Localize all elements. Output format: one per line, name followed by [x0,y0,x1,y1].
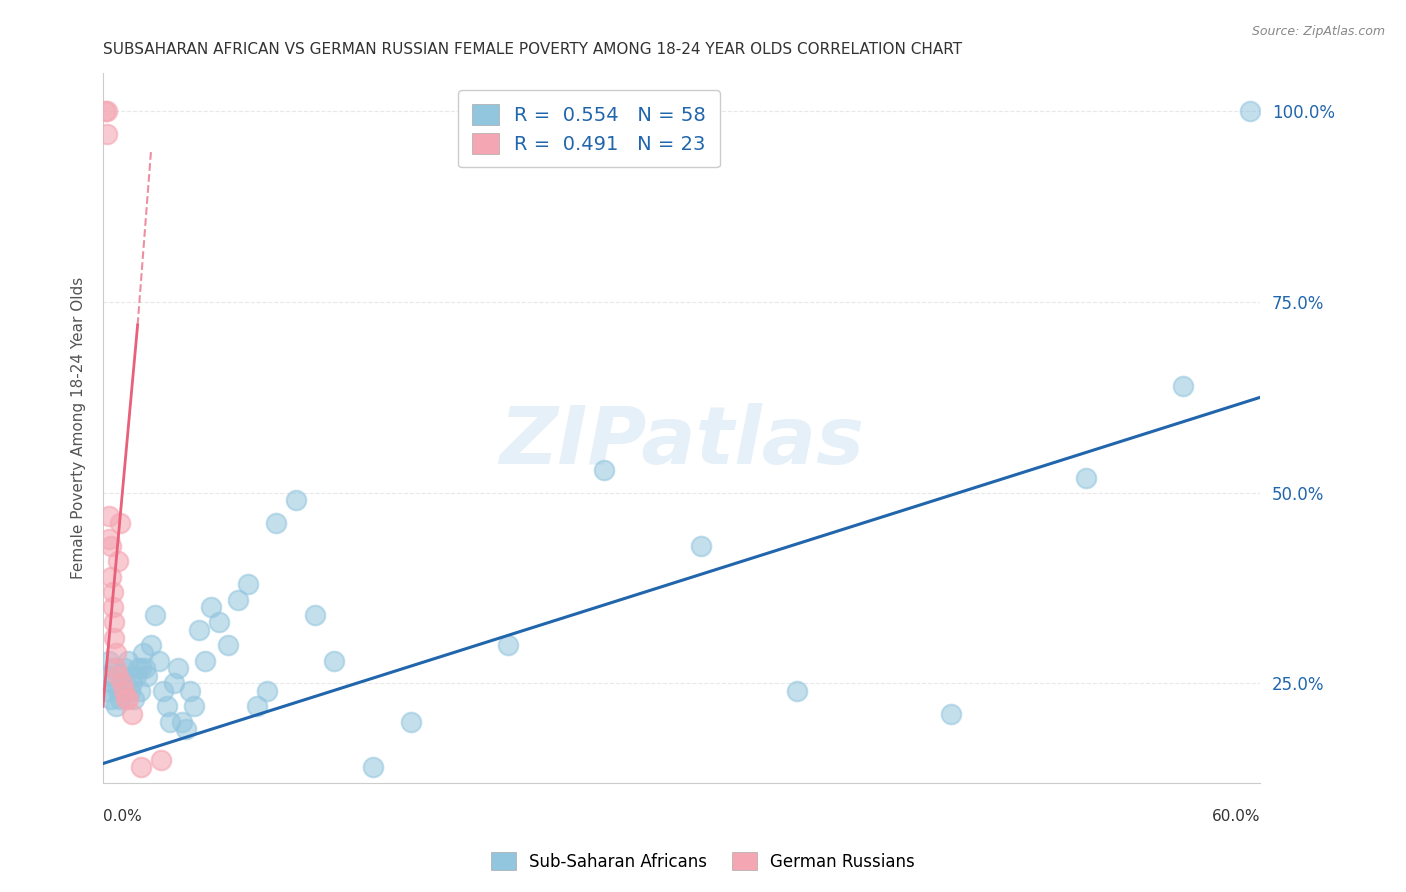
Point [94,684,117,698]
Point [107,669,129,683]
Point [136,669,159,683]
Point [226,592,249,607]
Point [94,104,117,119]
Point [125,669,148,683]
Point [139,638,162,652]
Point [112,661,135,675]
Point [111,676,134,690]
Point [941,706,963,721]
Point [689,539,711,553]
Point [1239,104,1261,119]
Point [105,699,128,714]
Point [284,493,307,508]
Point [148,654,170,668]
Point [103,615,125,630]
Point [174,723,197,737]
Point [100,691,122,706]
Point [96,127,118,141]
Point [107,554,129,568]
Legend: Sub-Saharan Africans, German Russians: Sub-Saharan Africans, German Russians [482,844,924,880]
Point [361,760,384,774]
Text: SUBSAHARAN AFRICAN VS GERMAN RUSSIAN FEMALE POVERTY AMONG 18-24 YEAR OLDS CORREL: SUBSAHARAN AFRICAN VS GERMAN RUSSIAN FEM… [103,42,962,57]
Point [100,569,122,583]
Point [100,539,122,553]
Point [496,638,519,652]
Point [167,661,190,675]
Point [128,684,150,698]
Point [97,532,120,546]
Point [96,104,118,119]
Point [152,684,174,698]
Point [127,661,149,675]
Point [97,654,120,668]
Point [143,607,166,622]
Point [111,669,134,683]
Legend: R =  0.554   N = 58, R =  0.491   N = 23: R = 0.554 N = 58, R = 0.491 N = 23 [458,90,720,168]
Point [122,691,145,706]
Point [183,699,205,714]
Point [118,684,141,698]
Point [103,661,125,675]
Point [105,646,128,660]
Point [134,661,156,675]
Point [179,684,201,698]
Y-axis label: Female Poverty Among 18-24 Year Olds: Female Poverty Among 18-24 Year Olds [72,277,86,579]
Point [101,676,124,690]
Point [163,676,186,690]
Text: ZIPatlas: ZIPatlas [499,403,863,481]
Point [217,638,239,652]
Point [110,516,132,531]
Point [107,684,129,698]
Point [593,463,616,477]
Point [105,661,128,675]
Point [121,676,143,690]
Point [323,654,346,668]
Point [110,691,132,706]
Point [115,676,138,690]
Point [1076,470,1098,484]
Point [188,623,211,637]
Point [121,706,143,721]
Point [266,516,288,531]
Text: 0.0%: 0.0% [103,809,142,824]
Point [786,684,808,698]
Point [159,714,181,729]
Point [97,508,120,523]
Point [131,661,153,675]
Point [200,600,222,615]
Point [131,760,153,774]
Point [149,753,172,767]
Point [170,714,193,729]
Point [401,714,423,729]
Point [304,607,326,622]
Point [207,615,229,630]
Point [155,699,177,714]
Point [117,691,139,706]
Point [115,691,138,706]
Point [256,684,278,698]
Point [236,577,259,591]
Text: Source: ZipAtlas.com: Source: ZipAtlas.com [1251,25,1385,38]
Point [117,654,139,668]
Point [132,646,155,660]
Point [101,585,124,599]
Point [194,654,217,668]
Point [246,699,269,714]
Point [1171,379,1194,393]
Text: 60.0%: 60.0% [1212,809,1260,824]
Point [103,631,125,645]
Point [112,684,135,698]
Point [96,669,118,683]
Point [101,600,124,615]
